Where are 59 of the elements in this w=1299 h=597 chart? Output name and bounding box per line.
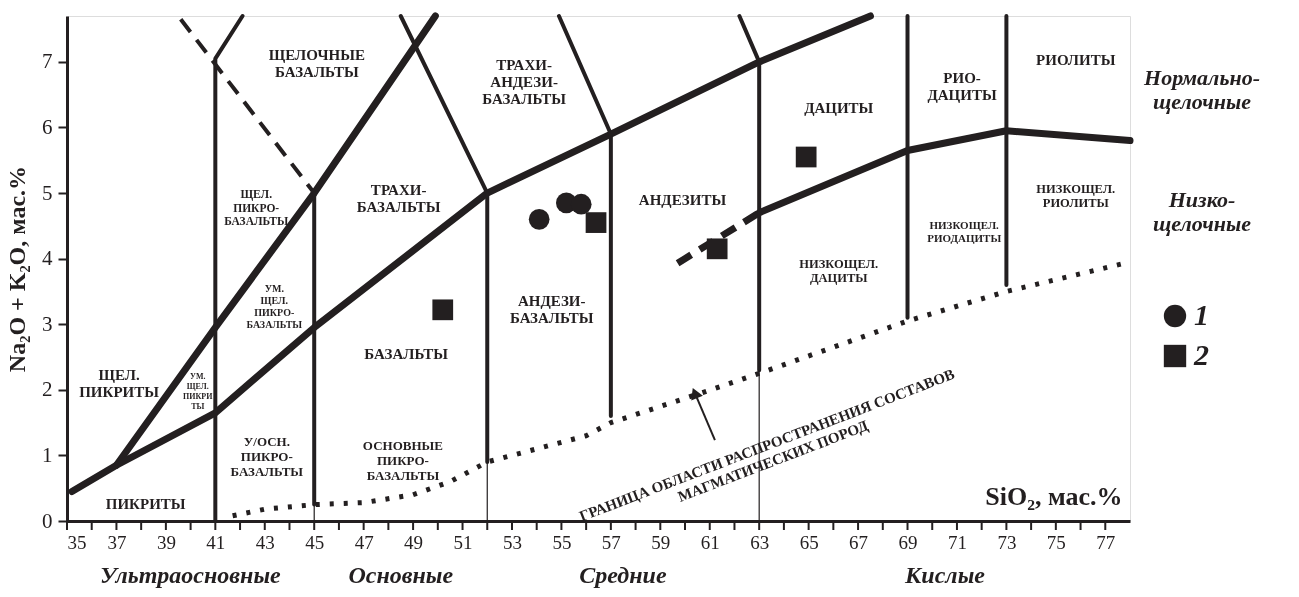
x-tick-label: 65 — [799, 531, 819, 553]
y-tick-label: 5 — [42, 180, 53, 205]
y-tick-label: 1 — [42, 442, 53, 467]
annotation: ЩЕЛОЧНЫЕ БАЗАЛЬТЫ — [268, 47, 365, 81]
text: Ультраосновные — [99, 562, 282, 588]
annotation: ОСНОВНЫЕ ПИКРО- БАЗАЛЬТЫ — [362, 437, 443, 483]
x-tick-label: 45 — [305, 531, 325, 553]
x-tick-label: 57 — [601, 531, 621, 553]
x-tick-label: 37 — [107, 531, 127, 553]
annotation: АНДЕЗИТЫ — [638, 191, 727, 208]
annotation: ЩЕЛ. ПИКРО- БАЗАЛЬТЫ — [224, 188, 289, 228]
x-tick-label: 47 — [354, 531, 374, 553]
annotation: ДАЦИТЫ — [804, 99, 874, 116]
x-tick-label: 75 — [1046, 531, 1066, 553]
x-tick-label: 43 — [255, 531, 275, 553]
y-tick-label: 2 — [42, 377, 53, 402]
x-axis-title: SiO₂, мас.% — [985, 481, 1123, 511]
x-tick-label: 51 — [453, 531, 473, 553]
text: Нормально- щелочные — [1143, 65, 1260, 115]
x-tick-label: 63 — [750, 531, 770, 553]
x-tick-label: 53 — [502, 531, 522, 553]
x-tick-label: 61 — [700, 531, 720, 553]
annotation: НИЗКОЩЕЛ. РИОЛИТЫ — [1036, 181, 1116, 211]
x-tick-label: 55 — [552, 531, 572, 553]
annotation: УМ. ЩЕЛ. ПИКРИ ТЫ — [183, 372, 214, 412]
annotation: ТРАХИ- БАЗАЛЬТЫ — [356, 181, 441, 215]
y-tick-label: 3 — [42, 311, 53, 336]
annotation: УМ. ЩЕЛ. ПИКРО- БАЗАЛЬТЫ — [246, 282, 303, 330]
annotation: У/ОСН. ПИКРО- БАЗАЛЬТЫ — [230, 434, 304, 480]
annotation: ПИКРИТЫ — [105, 495, 186, 512]
x-tick-label: 35 — [67, 531, 87, 553]
annotation: ЩЕЛ. ПИКРИТЫ — [79, 366, 160, 400]
x-tick-label: 69 — [898, 531, 918, 553]
annotation: АНДЕЗИ- БАЗАЛЬТЫ — [509, 293, 594, 327]
text: Кислые — [904, 562, 986, 588]
x-tick-label: 49 — [404, 531, 424, 553]
x-tick-label: 71 — [947, 531, 967, 553]
legend-label: 1 — [1194, 298, 1209, 331]
text: Основные — [348, 562, 454, 588]
annotation: РИО- ДАЦИТЫ — [927, 70, 997, 104]
annotation: НИЗКОЩЕЛ. ДАЦИТЫ — [799, 256, 879, 286]
annotation: РИОЛИТЫ — [1036, 51, 1116, 68]
x-tick-label: 73 — [997, 531, 1017, 553]
y-tick-label: 7 — [42, 49, 53, 74]
x-tick-label: 39 — [156, 531, 176, 553]
y-axis-title: Na₂O + K₂O, мас.% — [4, 165, 30, 373]
y-tick-label: 0 — [42, 508, 53, 533]
x-tick-label: 59 — [651, 531, 671, 553]
text: Средние — [579, 562, 667, 588]
x-tick-label: 77 — [1096, 531, 1116, 553]
annotation: БАЗАЛЬТЫ — [364, 345, 449, 362]
annotation: НИЗКОЩЕЛ. РИОДАЦИТЫ — [927, 219, 1002, 245]
x-tick-label: 41 — [206, 531, 226, 553]
legend-label: 2 — [1193, 338, 1209, 371]
y-tick-label: 6 — [42, 114, 53, 139]
x-tick-label: 67 — [849, 531, 869, 553]
annotation: ТРАХИ- АНДЕЗИ- БАЗАЛЬТЫ — [482, 56, 567, 107]
y-tick-label: 4 — [42, 246, 53, 271]
text: Низко- щелочные — [1152, 186, 1252, 236]
